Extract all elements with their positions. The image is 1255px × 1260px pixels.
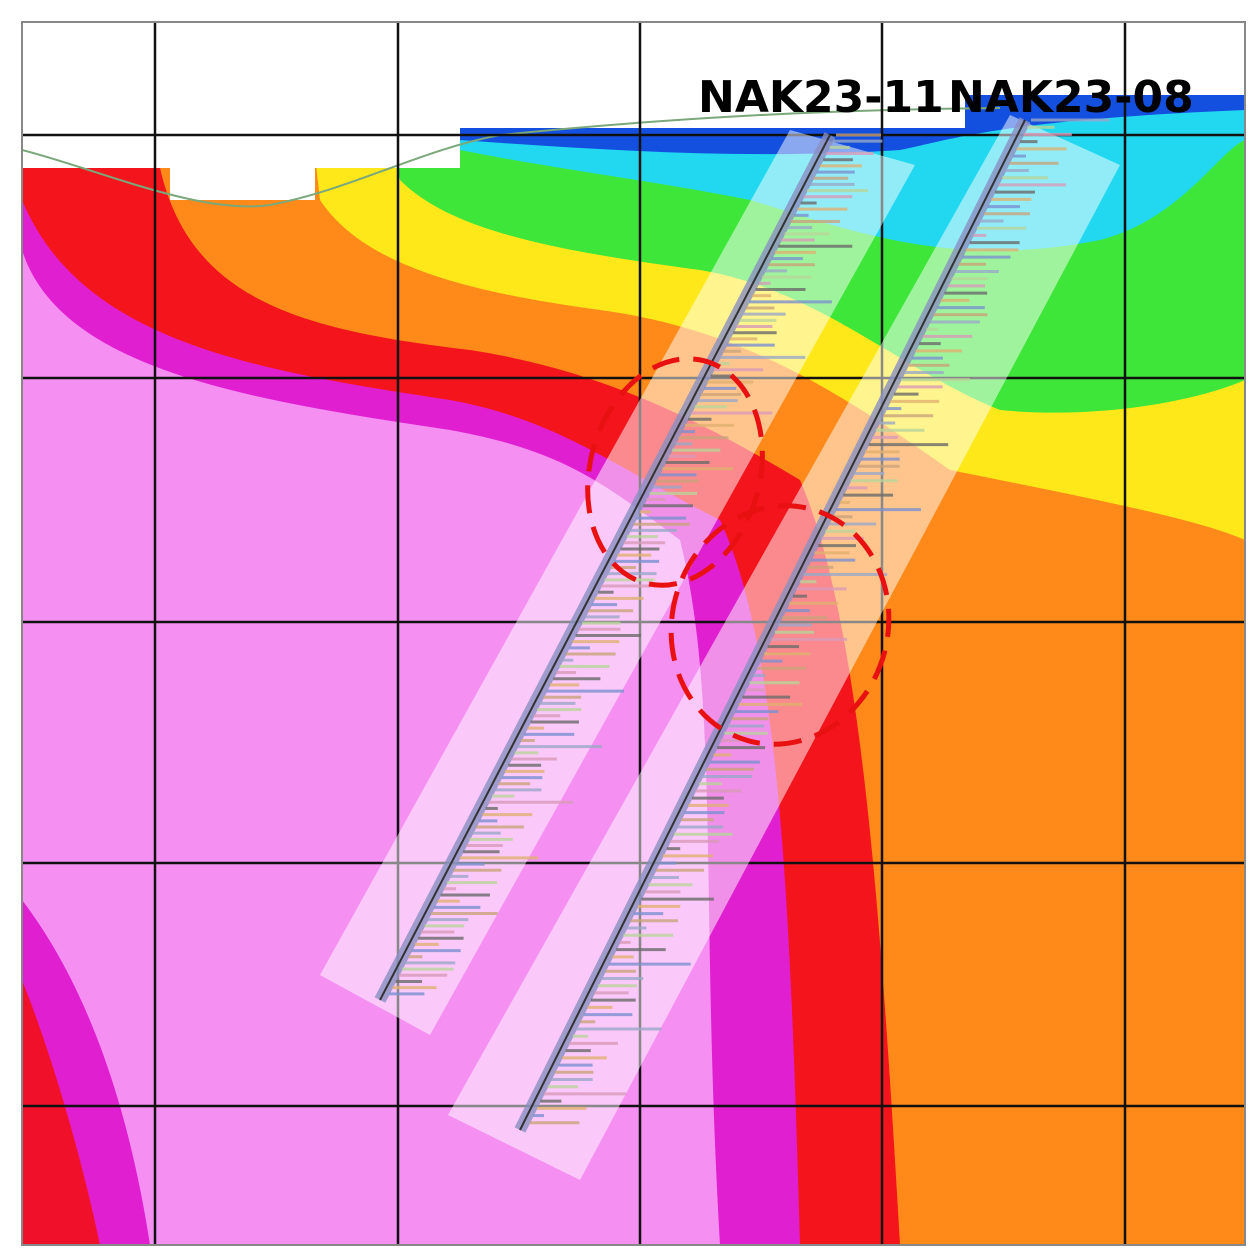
drill-trace [519, 119, 1026, 1131]
drill-trace [379, 134, 831, 1001]
above-surface [22, 22, 1245, 200]
anomaly-highlight [585, 356, 765, 588]
frame [21, 21, 1246, 1246]
lower-left-anomaly-core [22, 980, 100, 1245]
drill-logs [374, 117, 1110, 1133]
topography [22, 107, 1001, 208]
hole-label: NAK23-08 [948, 72, 1194, 123]
anomaly-highlight [668, 503, 892, 747]
grid [21, 21, 1246, 1246]
hole-label: NAK23-11 [698, 72, 944, 123]
